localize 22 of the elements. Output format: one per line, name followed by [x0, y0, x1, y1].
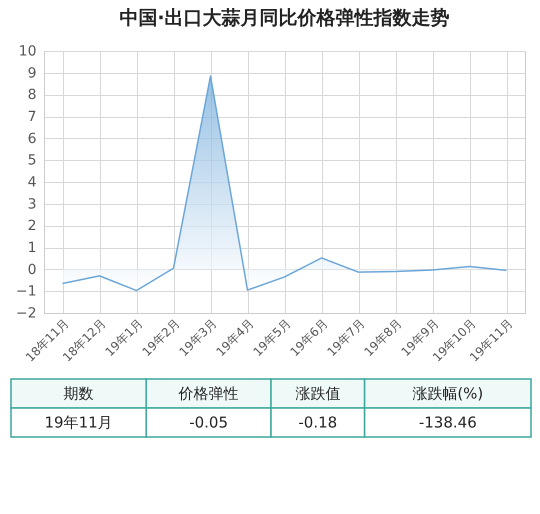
chart-title: 中国·出口大蒜月同比价格弹性指数走势 [119, 7, 450, 29]
y-tick-label: 6 [28, 130, 37, 147]
y-tick-label: −1 [16, 284, 36, 300]
text: -0.05 [189, 414, 228, 432]
y-tick-label: 7 [28, 109, 36, 125]
y-tick-label: 0 [28, 262, 36, 278]
y-tick-label: −2 [16, 306, 36, 322]
category-label: 涨跌幅(%) [412, 384, 484, 402]
y-tick-label: 5 [28, 152, 36, 169]
y-tick-label: 9 [28, 65, 36, 82]
y-tick-label: 4 [28, 174, 37, 190]
text: -138.46 [418, 414, 477, 432]
y-tick-label: 10 [18, 44, 36, 60]
y-tick-label: 2 [28, 218, 36, 234]
text: 19年11月 [44, 414, 113, 432]
category-label: 涨跌值 [295, 384, 340, 402]
category-label: 期数 [64, 384, 94, 402]
y-tick-label: 1 [28, 240, 36, 256]
y-tick-label: 3 [28, 196, 36, 212]
text: -0.18 [298, 414, 338, 432]
category-label: 价格弹性 [178, 384, 239, 402]
y-tick-label: 8 [28, 87, 36, 104]
